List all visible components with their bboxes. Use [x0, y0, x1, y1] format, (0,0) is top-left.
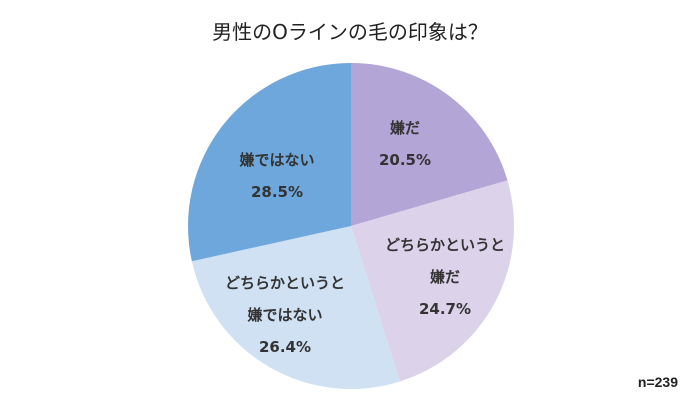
slice-value-label: 26.4%	[259, 338, 311, 356]
chart-title: 男性のOラインの毛の印象は？	[212, 20, 488, 44]
pie-slice	[191, 226, 400, 389]
slice-value-label: 24.7%	[419, 300, 471, 318]
pie-slice	[188, 63, 351, 262]
slice-category-label: どちらかというと	[225, 274, 345, 292]
pie-slice	[351, 180, 514, 382]
slice-category-label: どちらかというと	[385, 236, 505, 254]
slice-category-label: 嫌だ	[429, 268, 460, 286]
slice-category-label: 嫌だ	[389, 119, 420, 137]
slice-value-label: 20.5%	[379, 151, 431, 169]
sample-size-note: n=239	[637, 374, 678, 390]
slice-category-label: 嫌ではない	[238, 151, 314, 169]
slice-category-label: 嫌ではない	[246, 306, 322, 324]
pie-slice	[351, 63, 508, 226]
slice-value-label: 28.5%	[251, 183, 303, 201]
